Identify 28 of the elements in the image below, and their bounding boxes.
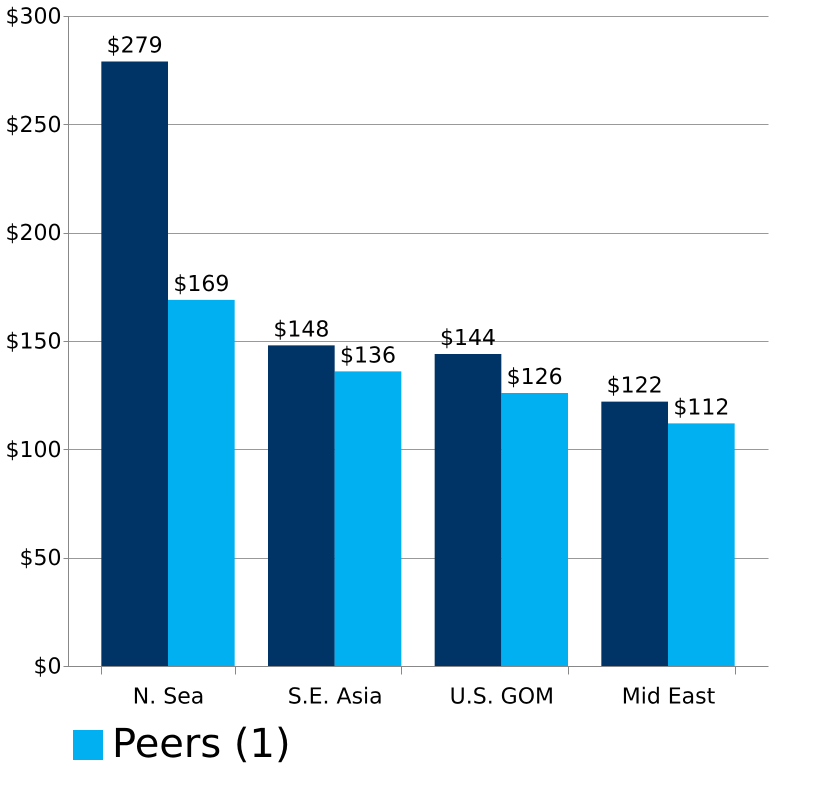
data-label: $144 (440, 326, 496, 351)
bar (601, 402, 668, 666)
y-tick-label: $50 (20, 546, 62, 572)
data-label: $136 (340, 343, 396, 368)
data-label: $148 (273, 317, 330, 342)
x-tick-label: Mid East (622, 684, 716, 710)
data-label: $279 (106, 34, 163, 58)
bar (168, 300, 235, 666)
legend-label: Peers (1) (112, 721, 291, 767)
bar (434, 354, 502, 666)
bar (501, 393, 568, 666)
bar (334, 371, 402, 666)
y-tick-label: $0 (34, 654, 62, 680)
y-tick-label: $200 (6, 221, 62, 246)
y-tick-label: $300 (6, 4, 62, 30)
x-tick-label: N. Sea (132, 684, 204, 710)
y-tick-label: $100 (6, 438, 62, 463)
data-label: $126 (506, 365, 563, 390)
bar (101, 62, 168, 666)
x-tick-label: S.E. Asia (288, 684, 383, 710)
bar (668, 423, 735, 666)
data-label: $122 (606, 374, 663, 399)
data-label: $169 (173, 272, 230, 297)
y-tick-label: $150 (6, 330, 62, 354)
x-tick-label: U.S. GOM (450, 684, 554, 710)
y-tick-label: $250 (6, 112, 62, 138)
data-label: $112 (673, 395, 730, 420)
bar (268, 345, 335, 666)
